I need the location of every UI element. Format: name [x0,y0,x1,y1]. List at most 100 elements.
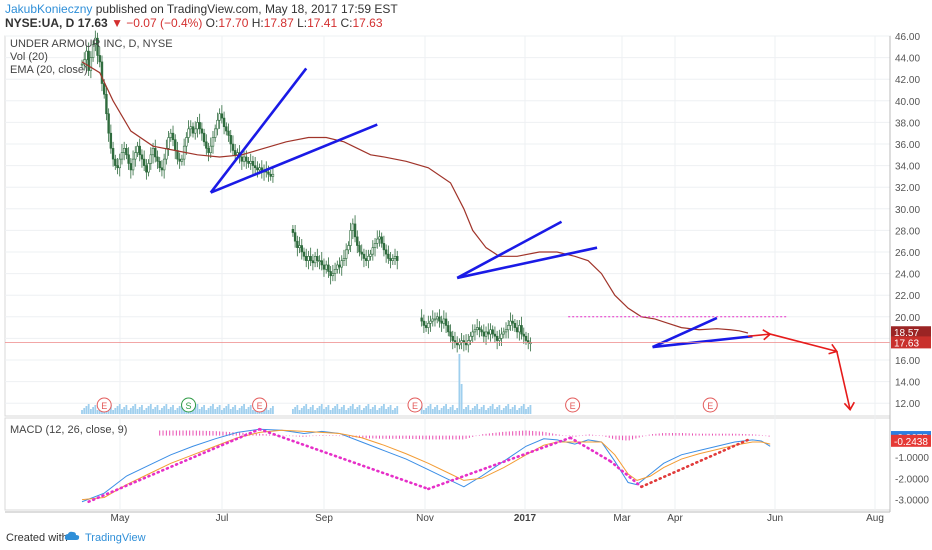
macd-histogram-bar [665,433,667,436]
candle-body [80,63,84,66]
volume-bar [520,406,523,414]
volume-bar [225,406,228,414]
macd-legend[interactable]: MACD (12, 26, close, 9) [10,424,128,436]
macd-histogram-bar [735,433,737,436]
volume-bar [462,409,465,414]
author-link[interactable]: JakubKonieczny [5,2,93,16]
candle-body [107,113,110,134]
macd-histogram-bar [392,435,394,439]
time-tick-label: Aug [866,513,884,524]
volume-bar [296,405,299,414]
price-tick-label: 46.00 [895,32,920,43]
volume-bar [491,404,494,414]
macd-histogram-bar [701,433,703,436]
candle-body [114,158,117,166]
volume-legend[interactable]: Vol (20) [10,51,48,63]
macd-histogram-bar [535,431,537,436]
macd-histogram-bar [418,435,420,440]
price-tick-label: 20.00 [895,313,920,324]
price-tick-label: 44.00 [895,54,920,65]
candle-body [391,258,394,261]
macd-histogram-bar [721,433,723,436]
volume-bar [369,409,372,414]
macd-histogram-bar [362,435,364,439]
event-marker-circle [96,397,112,413]
candle-body [373,243,377,248]
time-tick-label: Nov [416,513,434,524]
volume-bars [81,354,532,414]
price-tag-last-bg [891,336,931,349]
macd-histogram-bar [372,435,374,439]
volume-bar [265,405,268,414]
candle-body [242,156,246,162]
tradingview-brand[interactable]: TradingView [85,532,146,544]
volume-bar [249,405,252,414]
macd-histogram-bar [438,435,440,440]
time-tick-label: Jul [216,513,229,524]
volume-bar [141,405,143,414]
macd-histogram-bar [592,434,594,436]
macd-histogram-bar [405,435,407,439]
ema-legend[interactable]: EMA (20, close) [10,64,88,76]
volume-bar [294,407,297,414]
candle-body [320,260,323,266]
volume-bar [207,408,210,414]
candle-body [380,236,383,244]
volume-bar [305,404,308,414]
macd-histogram-bar [192,430,194,436]
macd-histogram-bar [255,433,257,436]
volume-bar [487,408,490,414]
candle-body [98,55,101,63]
candle-body [475,327,479,331]
macd-histogram-bar [708,433,710,436]
price-tick-label: 40.00 [895,97,920,108]
macd-histogram-bar [269,434,271,436]
volume-bar [431,409,434,414]
volume-bar [391,410,394,414]
price-tick-label: 24.00 [895,270,920,281]
candle-body [258,167,261,171]
candle-body [176,150,179,160]
candle-body [267,171,270,175]
volume-bar [112,410,114,414]
candle-body [185,137,188,147]
macd-histogram-bar [322,435,324,436]
candle-body [371,247,375,255]
candle-body [376,238,379,244]
macd-histogram-bar [468,435,470,438]
macd-line [81,428,771,503]
candle-body [502,331,505,335]
macd-dotted-5 [609,459,643,489]
volume-bar [300,408,303,414]
volume-bar [376,410,379,414]
volume-bar [134,404,137,414]
candle-body [362,253,366,259]
candle-body [382,243,386,251]
low-label: L: [297,16,308,30]
volume-bar [447,409,450,414]
created-with-text: Created with [6,532,68,544]
macd-histogram-bar [612,435,614,439]
macd-histogram-bar [731,433,733,436]
macd-histogram-bar [472,435,474,437]
time-tick-label: May [111,513,130,524]
macd-histogram-bar [738,433,740,436]
candle-body [351,223,355,231]
macd-histogram-bar [175,430,177,436]
macd-histogram-bar [528,430,530,436]
volume-bar [349,406,352,414]
macd-histogram-bar [502,431,504,436]
volume-bar [505,406,507,414]
macd-histogram-bar [598,435,600,436]
macd-histogram-bar [302,435,304,437]
candle-body [87,50,90,71]
event-marker-circle [181,397,197,413]
price-tick-label: 22.00 [895,291,920,302]
volume-bar [245,409,248,414]
price-tag-upper: 18.57 [894,328,919,339]
macd-histogram-bar [618,435,620,440]
macd-histogram-bar [462,435,464,440]
candle-body [94,37,97,45]
